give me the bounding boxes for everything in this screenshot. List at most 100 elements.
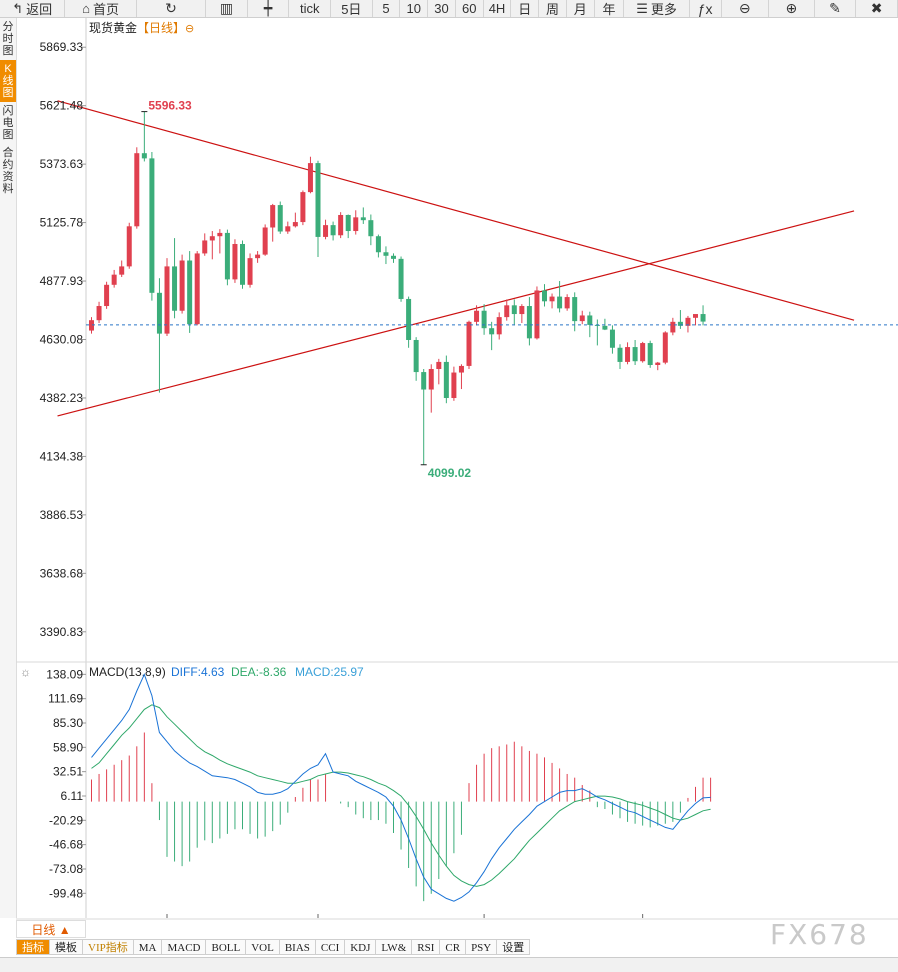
chart-title: 现货黄金 bbox=[89, 20, 137, 35]
indicator-tab-9[interactable]: KDJ bbox=[345, 939, 377, 955]
pen-icon: ✎ bbox=[829, 0, 841, 16]
macd-dea-line bbox=[91, 704, 711, 887]
period-selector[interactable]: 日线 ▲ bbox=[16, 920, 86, 938]
toolbar-item-7[interactable]: 5 bbox=[373, 0, 401, 17]
candle-body bbox=[126, 226, 132, 267]
candle-body bbox=[156, 292, 162, 334]
indicator-tab-13[interactable]: PSY bbox=[466, 939, 498, 955]
toolbar-item-2[interactable]: ↻ bbox=[137, 0, 207, 17]
toolbar-item-16[interactable]: ☰ 更多 bbox=[624, 0, 690, 17]
toolbar-item-6[interactable]: 5日 bbox=[331, 0, 373, 17]
period-selector-label[interactable]: 日线 ▲ bbox=[31, 922, 71, 937]
toolbar-item-14[interactable]: 月 bbox=[567, 0, 595, 17]
toolbar-item-15[interactable]: 年 bbox=[595, 0, 625, 17]
toolbar-item-19[interactable]: ⊕ bbox=[769, 0, 815, 17]
indicator-tab-4[interactable]: MACD bbox=[162, 939, 207, 955]
candle-body bbox=[119, 266, 125, 275]
candle-body bbox=[489, 328, 495, 335]
y-tick-label: 4382.23 bbox=[40, 391, 84, 405]
toolbar-item-20[interactable]: ✎ bbox=[815, 0, 857, 17]
candle-body bbox=[602, 325, 608, 330]
toolbar-item-17[interactable]: ƒx bbox=[690, 0, 722, 17]
toolbar-item-1[interactable]: ⌂ 首页 bbox=[65, 0, 137, 17]
side-tab-0[interactable]: 分时图 bbox=[0, 18, 16, 60]
candle-body bbox=[625, 347, 631, 362]
toolbar-item-label: 月 bbox=[573, 2, 587, 17]
candle-body bbox=[383, 252, 389, 256]
macd-y-tick-label: 138.09 bbox=[46, 667, 83, 681]
candle-body bbox=[149, 158, 155, 293]
candle-body bbox=[232, 243, 238, 280]
indicator-tab-12[interactable]: CR bbox=[440, 939, 467, 955]
indicator-tab-6[interactable]: VOL bbox=[246, 939, 280, 955]
toolbar-item-5[interactable]: tick bbox=[289, 0, 332, 17]
candle-body bbox=[330, 225, 336, 236]
toolbar-item-8[interactable]: 10 bbox=[400, 0, 429, 17]
candle-body bbox=[421, 372, 427, 390]
toolbar-item-label: 年 bbox=[602, 2, 616, 17]
side-tab-3[interactable]: 合约资料 bbox=[0, 144, 16, 198]
toolbar-item-11[interactable]: 4H bbox=[484, 0, 512, 17]
indicator-tab-10[interactable]: LW& bbox=[376, 939, 413, 955]
indicator-tab-8[interactable]: CCI bbox=[315, 939, 346, 955]
side-tab-1[interactable]: K线图 bbox=[0, 60, 16, 102]
candle-body bbox=[647, 343, 653, 365]
high-mark-label: 5596.33 bbox=[148, 99, 192, 113]
toolbar-item-3[interactable]: ▥ bbox=[206, 0, 248, 17]
toolbar-item-label: 60 bbox=[462, 1, 477, 16]
macd-diff-line bbox=[91, 673, 711, 902]
macd-y-tick-label: -99.48 bbox=[49, 886, 83, 900]
macd-y-tick-label: -46.68 bbox=[49, 838, 83, 852]
candle-body bbox=[89, 320, 94, 331]
y-tick-label: 3886.53 bbox=[40, 508, 84, 522]
candle-body bbox=[187, 260, 193, 325]
indicator-tab-7[interactable]: BIAS bbox=[279, 939, 316, 955]
indicator-tab-14[interactable]: 设置 bbox=[497, 939, 531, 955]
side-tab-2[interactable]: 闪电图 bbox=[0, 102, 16, 144]
toolbar-item-12[interactable]: 日 bbox=[511, 0, 540, 17]
macd-y-tick-label: 85.30 bbox=[53, 716, 83, 730]
candle-body bbox=[285, 226, 291, 232]
toolbar-item-9[interactable]: 30 bbox=[428, 0, 456, 17]
candle-body bbox=[277, 205, 283, 232]
candle-body bbox=[345, 214, 351, 232]
indicator-tab-0[interactable]: 指标 bbox=[16, 939, 50, 955]
toolbar-item-label: 返回 bbox=[26, 2, 53, 17]
toolbar-item-10[interactable]: 60 bbox=[456, 0, 484, 17]
candle-body bbox=[217, 232, 223, 237]
toolbar-item-4[interactable]: ┿ bbox=[248, 0, 290, 17]
y-tick-label: 5869.33 bbox=[40, 40, 84, 54]
candle-body bbox=[270, 205, 276, 228]
indicator-tab-2[interactable]: VIP指标 bbox=[83, 939, 134, 955]
indicator-tab-3[interactable]: MA bbox=[133, 939, 163, 955]
candle-body bbox=[519, 306, 525, 315]
candle-body bbox=[474, 310, 480, 322]
candle-body bbox=[579, 315, 585, 322]
toolbar-item-label: tick bbox=[299, 1, 320, 16]
candle-body bbox=[255, 254, 261, 259]
macd-y-tick-label: -73.08 bbox=[49, 862, 83, 876]
menu-icon: ☰ bbox=[636, 0, 648, 16]
candle-body bbox=[700, 314, 706, 322]
indicator-tab-11[interactable]: RSI bbox=[412, 939, 441, 955]
watermark-text: FX678 bbox=[770, 918, 869, 951]
candle-body bbox=[451, 372, 457, 399]
toolbar-item-label: 4H bbox=[488, 1, 506, 16]
refresh-icon: ↻ bbox=[165, 0, 177, 16]
zoom-in-icon: ⊕ bbox=[785, 0, 798, 16]
candle-body bbox=[693, 314, 698, 318]
candle-body bbox=[353, 217, 359, 232]
toolbar-item-13[interactable]: 周 bbox=[539, 0, 567, 17]
trendline-ascending bbox=[57, 210, 855, 417]
candle-body bbox=[368, 220, 374, 237]
side-tab-label: K线图 bbox=[2, 63, 14, 99]
macd-y-tick-label: 6.11 bbox=[61, 789, 84, 803]
toolbar-item-18[interactable]: ⊖ bbox=[722, 0, 770, 17]
indicator-tab-1[interactable]: 模板 bbox=[50, 939, 83, 955]
candle-body bbox=[685, 317, 691, 326]
side-tab-label: 分时图 bbox=[2, 21, 14, 57]
toolbar-item-0[interactable]: ↰ 返回 bbox=[0, 0, 66, 17]
candle-body bbox=[413, 339, 419, 373]
toolbar-item-21[interactable]: ✖ bbox=[856, 0, 898, 17]
indicator-tab-5[interactable]: BOLL bbox=[206, 939, 247, 955]
